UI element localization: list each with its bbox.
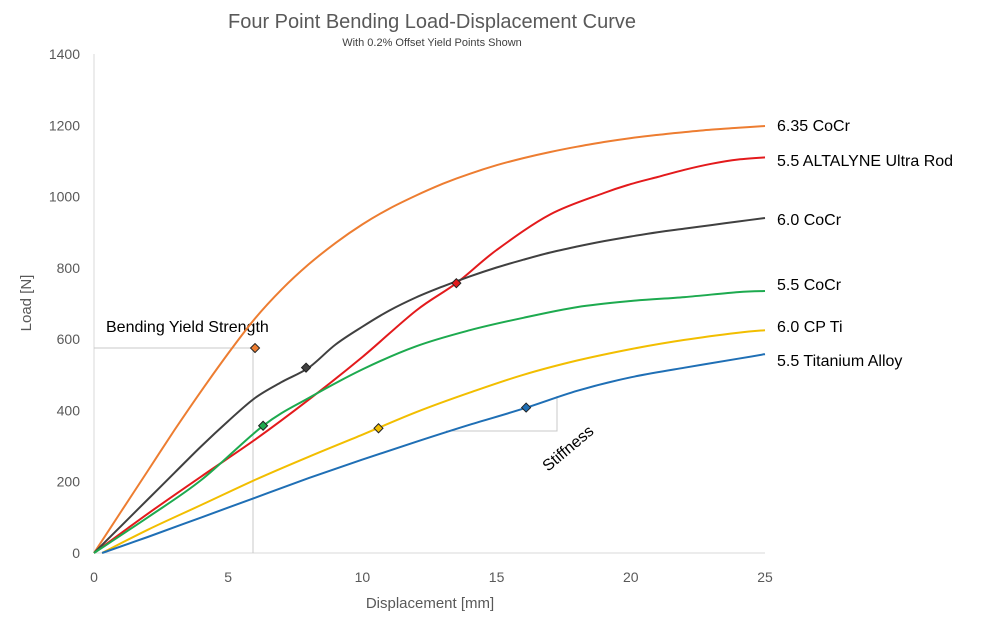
y-tick-label: 200 bbox=[57, 474, 81, 490]
x-tick-label: 0 bbox=[90, 569, 98, 585]
series-label: 5.5 CoCr bbox=[777, 277, 842, 294]
yield-point-markers bbox=[249, 277, 532, 434]
y-tick-label: 800 bbox=[57, 260, 81, 276]
series-line bbox=[93, 290, 766, 554]
yield-point-marker bbox=[249, 342, 261, 354]
yield-point-marker bbox=[300, 362, 312, 373]
yield-point-marker bbox=[257, 420, 269, 431]
x-tick-label: 5 bbox=[224, 569, 232, 585]
series-label: 5.5 ALTALYNE Ultra Rod bbox=[777, 153, 953, 170]
y-axis-label: Load [N] bbox=[18, 275, 35, 332]
series-label: 5.5 Titanium Alloy bbox=[777, 353, 902, 370]
series-line bbox=[93, 125, 766, 554]
y-tick-label: 0 bbox=[72, 545, 80, 561]
x-tick-label: 15 bbox=[489, 569, 505, 585]
series-labels: 6.35 CoCr 5.5 ALTALYNE Ultra Rod 6.0 CoCr 5… bbox=[777, 118, 953, 370]
yield-point-marker bbox=[373, 423, 384, 434]
series-line bbox=[93, 217, 766, 554]
annotation-yield-strength: Bending Yield Strength bbox=[106, 319, 269, 336]
series-label: 6.0 CP Ti bbox=[777, 319, 843, 336]
series-label: 6.35 CoCr bbox=[777, 118, 851, 135]
x-tick-label: 20 bbox=[623, 569, 639, 585]
y-tick-label: 600 bbox=[57, 331, 81, 347]
y-tick-label: 1400 bbox=[49, 46, 80, 62]
x-tick-label: 10 bbox=[355, 569, 371, 585]
y-tick-label: 1200 bbox=[49, 117, 80, 133]
x-tick-label: 25 bbox=[757, 569, 773, 585]
x-tick-labels: 0 5 10 15 20 25 bbox=[90, 569, 773, 585]
yield-point-marker bbox=[451, 277, 462, 289]
y-tick-label: 400 bbox=[57, 402, 81, 418]
y-tick-labels: 0 200 400 600 800 1000 1200 1400 bbox=[49, 46, 80, 561]
series-lines bbox=[93, 125, 766, 554]
x-axis-label: Displacement [mm] bbox=[366, 595, 494, 612]
chart-title: Four Point Bending Load-Displacement Cur… bbox=[228, 11, 636, 33]
y-tick-label: 1000 bbox=[49, 189, 80, 205]
series-line bbox=[93, 156, 766, 554]
yield-point-marker bbox=[520, 402, 532, 413]
stiffness-ref-triangle bbox=[446, 396, 558, 432]
chart-subtitle: With 0.2% Offset Yield Points Shown bbox=[342, 37, 522, 49]
series-line bbox=[101, 329, 766, 554]
series-line bbox=[101, 353, 766, 554]
series-label: 6.0 CoCr bbox=[777, 212, 842, 229]
